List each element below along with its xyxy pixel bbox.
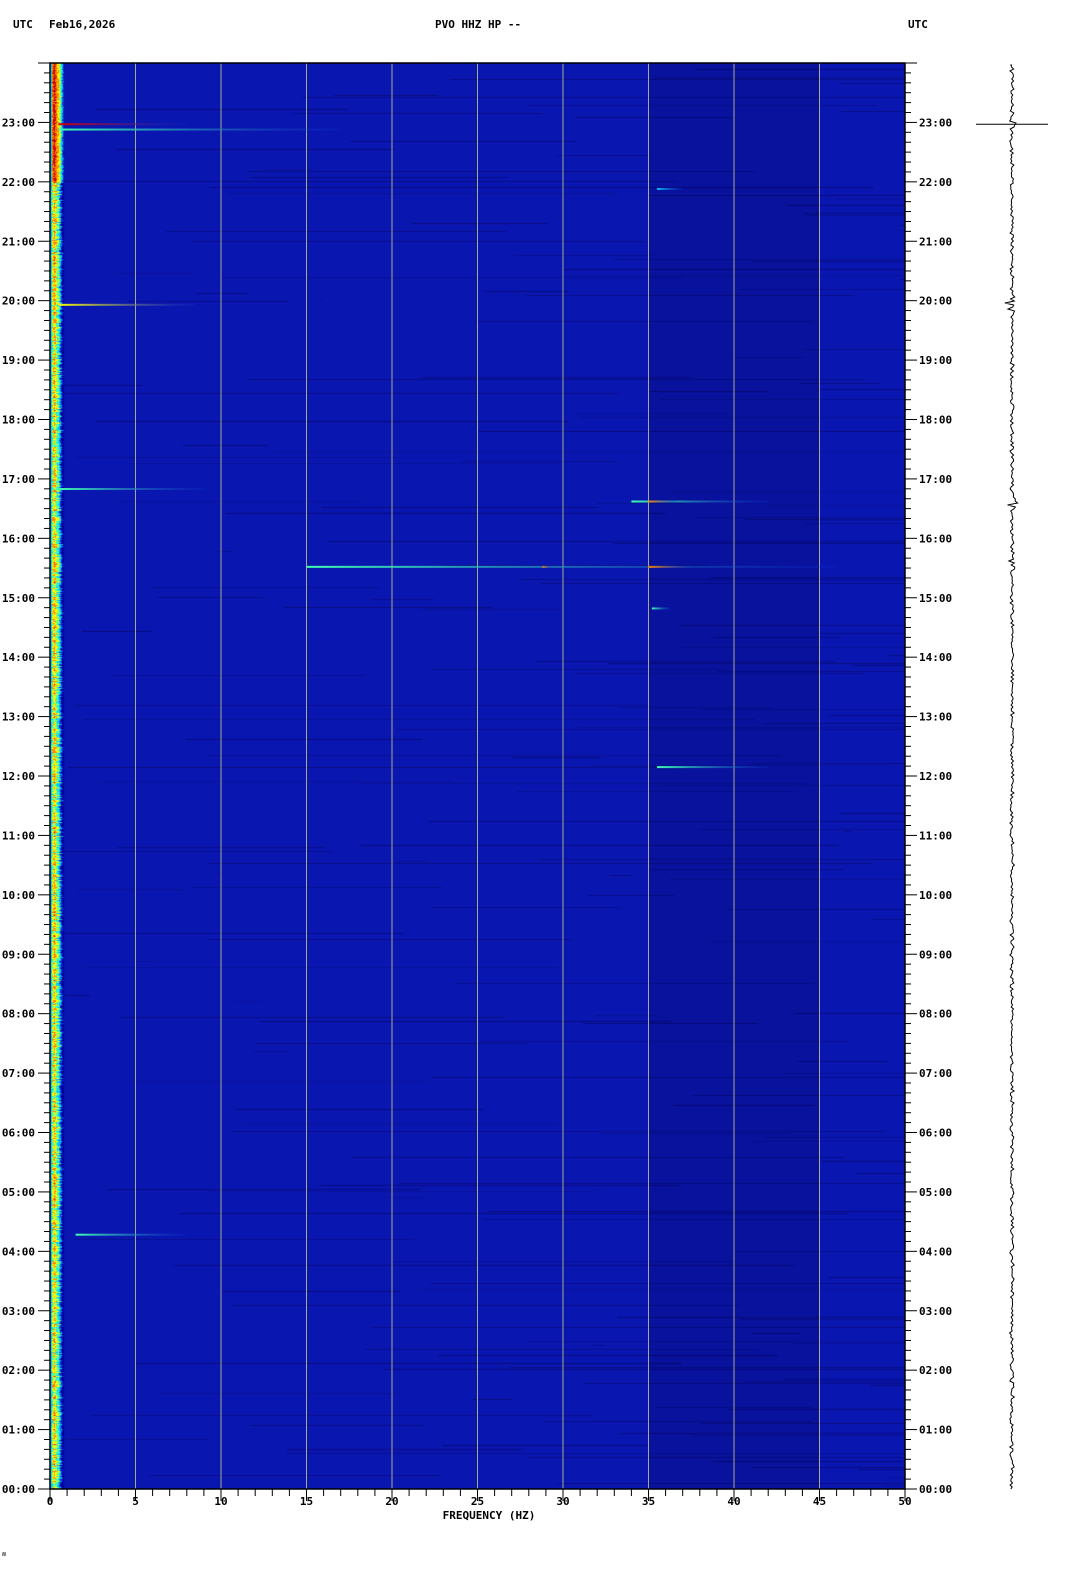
- event-streak: [75, 1233, 187, 1236]
- event-streak: [58, 488, 204, 491]
- y-tick-label-right: 23:00: [919, 116, 952, 129]
- y-tick-label-left: 23:00: [2, 116, 35, 129]
- y-tick-label-left: 11:00: [2, 829, 35, 842]
- y-tick-label-right: 02:00: [919, 1364, 952, 1377]
- event-streak: [58, 303, 196, 306]
- y-tick-label-right: 01:00: [919, 1424, 952, 1437]
- event-streak: [651, 607, 671, 610]
- x-tick-label: 5: [132, 1495, 139, 1508]
- y-tick-label-left: 15:00: [2, 592, 35, 605]
- y-tick-label-left: 17:00: [2, 473, 35, 486]
- y-tick-label-right: 15:00: [919, 592, 952, 605]
- event-streak: [306, 565, 837, 568]
- y-tick-label-right: 05:00: [919, 1186, 952, 1199]
- y-tick-label-right: 11:00: [919, 829, 952, 842]
- event-streak: [542, 565, 552, 568]
- y-tick-label-right: 13:00: [919, 711, 952, 724]
- y-tick-label-left: 10:00: [2, 889, 35, 902]
- y-tick-label-right: 16:00: [919, 532, 952, 545]
- y-tick-label-left: 01:00: [2, 1424, 35, 1437]
- y-tick-label-right: 10:00: [919, 889, 952, 902]
- timezone-label-left: UTC: [13, 18, 33, 31]
- y-tick-label-left: 19:00: [2, 354, 35, 367]
- y-tick-label-right: 22:00: [919, 176, 952, 189]
- y-tick-label-right: 03:00: [919, 1305, 952, 1318]
- y-tick-label-right: 04:00: [919, 1245, 952, 1258]
- event-streak: [58, 128, 341, 131]
- timezone-label-right: UTC: [908, 18, 928, 31]
- y-tick-label-right: 18:00: [919, 414, 952, 427]
- date-label: Feb16,2026: [49, 18, 116, 31]
- event-streak: [648, 565, 692, 568]
- x-tick-label: 0: [47, 1495, 54, 1508]
- y-tick-label-left: 16:00: [2, 532, 35, 545]
- x-tick-label: 10: [214, 1495, 227, 1508]
- event-streak: [657, 187, 683, 190]
- y-tick-label-right: 19:00: [919, 354, 952, 367]
- x-tick-label: 45: [813, 1495, 826, 1508]
- y-tick-label-right: 20:00: [919, 295, 952, 308]
- y-tick-label-left: 21:00: [2, 235, 35, 248]
- y-tick-label-right: 00:00: [919, 1483, 952, 1496]
- y-tick-label-left: 07:00: [2, 1067, 35, 1080]
- y-tick-label-left: 03:00: [2, 1305, 35, 1318]
- y-tick-label-right: 09:00: [919, 948, 952, 961]
- y-tick-label-left: 13:00: [2, 711, 35, 724]
- y-tick-label-right: 07:00: [919, 1067, 952, 1080]
- footer-mark: ʍ: [2, 1550, 7, 1558]
- y-tick-label-right: 17:00: [919, 473, 952, 486]
- y-tick-label-left: 05:00: [2, 1186, 35, 1199]
- y-tick-label-right: 14:00: [919, 651, 952, 664]
- y-tick-label-right: 06:00: [919, 1127, 952, 1140]
- y-tick-label-right: 12:00: [919, 770, 952, 783]
- x-tick-label: 50: [898, 1495, 911, 1508]
- x-tick-label: 35: [642, 1495, 655, 1508]
- y-tick-label-left: 18:00: [2, 414, 35, 427]
- seismogram-trace: [1004, 64, 1019, 1490]
- y-tick-label-left: 02:00: [2, 1364, 35, 1377]
- y-tick-label-left: 12:00: [2, 770, 35, 783]
- y-tick-label-left: 00:00: [2, 1483, 35, 1496]
- y-tick-label-right: 08:00: [919, 1008, 952, 1021]
- station-title: PVO HHZ HP --: [435, 18, 522, 31]
- y-tick-label-left: 04:00: [2, 1245, 35, 1258]
- event-streak: [648, 500, 676, 503]
- event-streak: [657, 766, 769, 769]
- y-tick-label-right: 21:00: [919, 235, 952, 248]
- x-tick-label: 25: [471, 1495, 484, 1508]
- x-tick-label: 30: [556, 1495, 569, 1508]
- event-streak: [631, 500, 769, 503]
- y-tick-label-left: 08:00: [2, 1008, 35, 1021]
- x-tick-label: 20: [385, 1495, 398, 1508]
- y-tick-label-left: 14:00: [2, 651, 35, 664]
- x-tick-label: 15: [300, 1495, 313, 1508]
- y-tick-label-left: 06:00: [2, 1127, 35, 1140]
- y-tick-label-left: 09:00: [2, 948, 35, 961]
- x-axis-title: FREQUENCY (HZ): [443, 1509, 536, 1522]
- y-tick-label-left: 22:00: [2, 176, 35, 189]
- x-tick-label: 40: [727, 1495, 740, 1508]
- y-tick-label-left: 20:00: [2, 295, 35, 308]
- event-streak: [58, 123, 187, 126]
